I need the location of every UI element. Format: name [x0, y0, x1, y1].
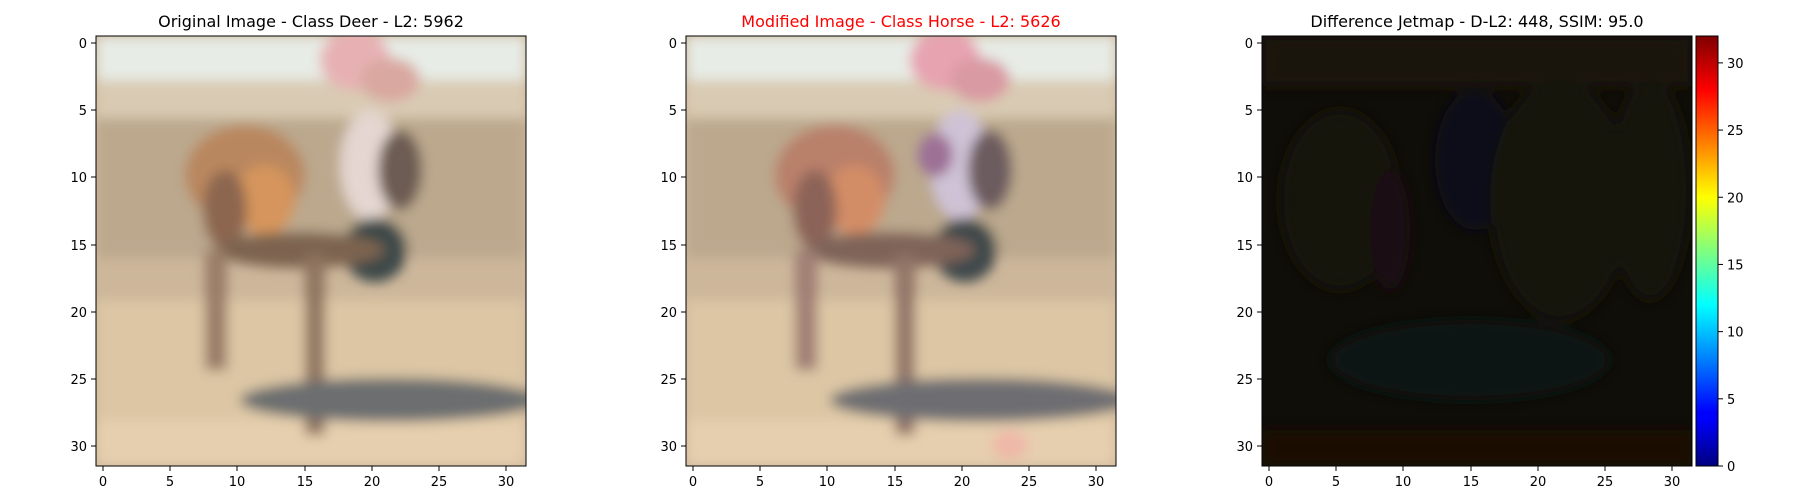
x-tick-label: 30 — [1088, 475, 1105, 490]
panel-title: Modified Image - Class Horse - L2: 5626 — [741, 12, 1060, 31]
panel-title: Difference Jetmap - D-L2: 448, SSIM: 95.… — [1310, 12, 1643, 31]
x-tick-label: 5 — [166, 475, 174, 490]
x-tick-label: 30 — [498, 475, 515, 490]
colorbar-tick-label: 20 — [1727, 191, 1744, 206]
y-tick-label: 15 — [660, 239, 677, 254]
colorbar-tick-label: 15 — [1727, 258, 1744, 273]
y-tick-label: 0 — [669, 37, 677, 52]
x-axis: 0 5 10 15 20 25 30 — [99, 466, 514, 490]
panel-modified: Modified Image - Class Horse - L2: 5626 — [660, 12, 1117, 490]
y-tick-label: 10 — [70, 171, 87, 186]
y-tick-label: 25 — [1236, 373, 1253, 388]
x-tick-label: 10 — [819, 475, 836, 490]
x-tick-label: 15 — [297, 475, 314, 490]
modified-image — [686, 36, 1116, 466]
x-tick-label: 25 — [1597, 475, 1614, 490]
panel-original: Original Image - Class Deer - L2: 5962 — [70, 12, 527, 490]
x-tick-label: 20 — [1530, 475, 1547, 490]
x-axis: 0 5 10 15 20 25 30 — [689, 466, 1104, 490]
y-tick-label: 15 — [1236, 239, 1253, 254]
y-tick-label: 0 — [79, 37, 87, 52]
x-tick-label: 15 — [887, 475, 904, 490]
x-tick-label: 10 — [1395, 475, 1412, 490]
y-tick-label: 30 — [70, 440, 87, 455]
x-tick-label: 15 — [1463, 475, 1480, 490]
original-image — [96, 36, 526, 466]
y-axis: 0 5 10 15 20 25 30 — [660, 37, 686, 455]
colorbar: 0 5 10 15 20 25 30 — [1695, 35, 1744, 475]
colorbar-tick-label: 5 — [1727, 393, 1735, 408]
x-tick-label: 20 — [364, 475, 381, 490]
x-tick-label: 0 — [99, 475, 107, 490]
colorbar-tick-label: 25 — [1727, 124, 1744, 139]
x-tick-label: 0 — [1265, 475, 1273, 490]
x-axis: 0 5 10 15 20 25 30 — [1265, 466, 1680, 490]
colorbar-gradient — [1695, 35, 1719, 467]
colorbar-tick-label: 10 — [1727, 326, 1744, 341]
y-tick-label: 30 — [1236, 440, 1253, 455]
x-tick-label: 30 — [1664, 475, 1681, 490]
y-tick-label: 0 — [1245, 37, 1253, 52]
x-tick-label: 25 — [431, 475, 448, 490]
x-tick-label: 0 — [689, 475, 697, 490]
y-tick-label: 25 — [660, 373, 677, 388]
difference-jetmap — [1262, 36, 1692, 466]
y-tick-label: 30 — [660, 440, 677, 455]
y-tick-label: 20 — [70, 306, 87, 321]
x-tick-label: 25 — [1021, 475, 1038, 490]
y-tick-label: 10 — [660, 171, 677, 186]
y-tick-label: 20 — [1236, 306, 1253, 321]
y-tick-label: 25 — [70, 373, 87, 388]
colorbar-tick-label: 0 — [1727, 460, 1735, 475]
colorbar-ticks: 0 5 10 15 20 25 30 — [1718, 57, 1744, 475]
panel-title: Original Image - Class Deer - L2: 5962 — [158, 12, 464, 31]
x-tick-label: 20 — [954, 475, 971, 490]
y-axis: 0 5 10 15 20 25 30 — [1236, 37, 1262, 455]
x-tick-label: 10 — [229, 475, 246, 490]
y-tick-label: 5 — [79, 104, 87, 119]
x-tick-label: 5 — [756, 475, 764, 490]
y-tick-label: 5 — [1245, 104, 1253, 119]
y-tick-label: 15 — [70, 239, 87, 254]
y-tick-label: 20 — [660, 306, 677, 321]
panel-difference: Difference Jetmap - D-L2: 448, SSIM: 95.… — [1236, 12, 1693, 490]
x-tick-label: 5 — [1332, 475, 1340, 490]
y-tick-label: 5 — [669, 104, 677, 119]
y-tick-label: 10 — [1236, 171, 1253, 186]
y-axis: 0 5 10 15 20 25 30 — [70, 37, 96, 455]
colorbar-tick-label: 30 — [1727, 57, 1744, 72]
